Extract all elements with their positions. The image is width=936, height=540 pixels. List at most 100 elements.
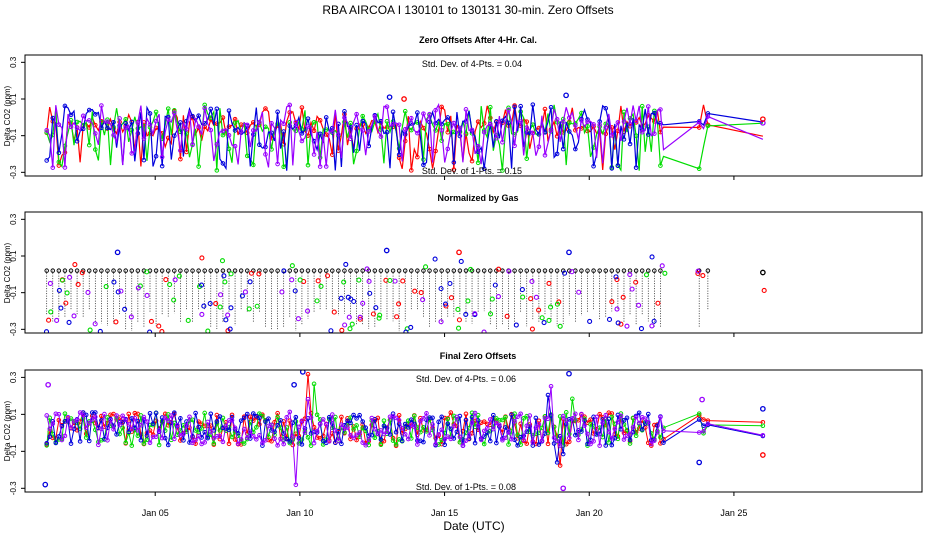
blue-point: [403, 329, 409, 333]
black-point: [585, 268, 590, 273]
green-point: [360, 425, 365, 431]
red-point: [126, 411, 132, 417]
purple-point: [317, 164, 323, 169]
purple-point: [442, 436, 448, 442]
purple-point: [187, 414, 192, 420]
blue-point: [159, 415, 165, 420]
green-point: [47, 415, 53, 421]
purple-point: [576, 289, 582, 295]
y-tick-label: -0.1: [9, 128, 18, 142]
blue-point: [373, 305, 379, 311]
red-point: [226, 441, 232, 447]
black-point: [512, 268, 517, 273]
purple-point: [633, 414, 639, 420]
x-tick-label: Jan 10: [286, 508, 313, 518]
blue-point: [80, 126, 86, 132]
blue-point: [47, 434, 53, 439]
purple-point: [296, 424, 302, 430]
purple-point: [269, 121, 274, 126]
black-point: [336, 268, 341, 273]
purple-point: [566, 435, 572, 441]
blue-point: [367, 290, 373, 296]
purple-point: [287, 409, 293, 415]
black-point: [530, 268, 536, 273]
black-point: [463, 268, 469, 273]
blue-point: [223, 317, 229, 323]
purple-point: [451, 120, 457, 126]
blue-point: [50, 115, 56, 121]
blue-point: [515, 443, 520, 448]
purple-point: [360, 440, 365, 445]
blue-point: [58, 305, 64, 311]
purple-point: [630, 424, 636, 430]
blue-point: [390, 411, 396, 417]
blue-point: [573, 432, 578, 438]
green-point: [176, 273, 182, 279]
purple-point: [117, 422, 122, 428]
red-point: [760, 116, 766, 123]
purple-point: [102, 411, 107, 417]
black-point: [390, 268, 396, 273]
purple-point: [393, 415, 399, 421]
purple-point: [487, 417, 493, 422]
red-point: [448, 410, 454, 415]
red-point: [72, 262, 78, 268]
red-point: [545, 441, 551, 447]
blue-point: [519, 287, 525, 293]
panel-final-zero-offsets: Final Zero Offsets Std. Dev. of 4-Pts. =…: [3, 351, 923, 518]
purple-point: [74, 417, 80, 423]
blue-point: [244, 411, 250, 417]
black-point: [396, 268, 402, 273]
green-point: [314, 298, 320, 304]
purple-point: [247, 429, 253, 435]
purple-point: [433, 442, 438, 447]
blue-point: [190, 433, 195, 439]
y-tick-label: 0.1: [9, 408, 18, 420]
purple-point: [59, 437, 65, 443]
blue-point: [591, 414, 596, 420]
red-point: [396, 301, 402, 307]
green-point: [317, 417, 323, 422]
purple-point: [336, 132, 341, 137]
black-point: [402, 268, 408, 273]
purple-point: [135, 120, 141, 125]
purple-point: [126, 422, 132, 427]
black-point: [159, 268, 165, 273]
blue-point: [503, 425, 508, 430]
purple-point: [576, 437, 581, 443]
green-point: [639, 103, 645, 109]
purple-point: [430, 422, 435, 427]
blue-point: [609, 442, 615, 448]
purple-point: [141, 414, 147, 420]
purple-point: [579, 411, 584, 417]
black-point: [135, 268, 141, 273]
blue-point: [147, 411, 153, 416]
blue-point: [369, 432, 375, 438]
red-point: [481, 120, 487, 126]
red-point: [148, 318, 154, 325]
blue-point: [207, 300, 213, 307]
blue-point: [560, 146, 566, 152]
black-point: [208, 268, 214, 273]
panel-3-blue-series: [44, 392, 766, 465]
blue-point: [56, 150, 62, 156]
blue-point: [196, 424, 201, 430]
purple-point: [705, 114, 711, 119]
green-point: [487, 311, 494, 317]
red-point: [700, 272, 706, 279]
purple-point: [701, 428, 706, 434]
blue-point: [386, 94, 393, 101]
black-point: [50, 268, 56, 273]
panel-3-title: Final Zero Offsets: [440, 351, 517, 361]
purple-point: [105, 437, 110, 443]
purple-point: [415, 130, 420, 136]
blue-point: [138, 437, 144, 443]
blue-point: [328, 328, 334, 333]
blue-point: [342, 109, 347, 114]
black-point: [639, 268, 645, 273]
purple-point: [506, 268, 512, 274]
blue-point: [615, 163, 621, 169]
purple-point: [481, 129, 487, 135]
green-point: [167, 281, 173, 288]
